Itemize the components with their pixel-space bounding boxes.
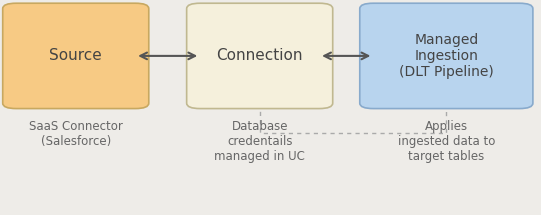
FancyBboxPatch shape [3, 3, 149, 109]
FancyBboxPatch shape [187, 3, 333, 109]
Text: Database
credentails
managed in UC: Database credentails managed in UC [214, 120, 305, 163]
Text: Source: Source [49, 48, 102, 63]
Text: Managed
Ingestion
(DLT Pipeline): Managed Ingestion (DLT Pipeline) [399, 33, 494, 79]
Text: Connection: Connection [216, 48, 303, 63]
Text: Applies
ingested data to
target tables: Applies ingested data to target tables [398, 120, 495, 163]
FancyBboxPatch shape [360, 3, 533, 109]
Text: SaaS Connector
(Salesforce): SaaS Connector (Salesforce) [29, 120, 123, 148]
